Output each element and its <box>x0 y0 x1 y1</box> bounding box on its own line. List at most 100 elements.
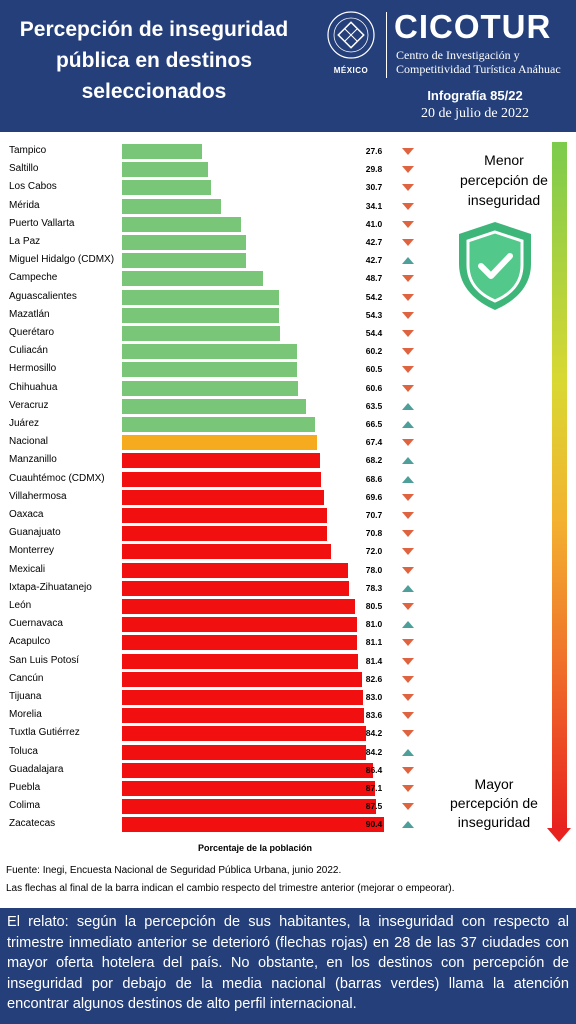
title-line-1: Percepción de inseguridad <box>19 18 289 41</box>
data-label: 48.7 <box>365 273 383 284</box>
data-label: 54.4 <box>365 328 383 338</box>
bar <box>122 380 298 396</box>
data-label: 29.8 <box>365 164 383 175</box>
trend-up-arrow-icon <box>402 475 414 483</box>
data-label: 72.0 <box>365 546 383 557</box>
bar <box>122 580 350 596</box>
category-label: Tuxtla Gutiérrez <box>9 727 80 739</box>
title-line-3: seleccionados <box>81 80 227 103</box>
bar <box>122 144 203 159</box>
trend-up-arrow-icon <box>402 621 414 629</box>
infografia-number: Infografía 85/22 <box>427 88 523 103</box>
data-label: 34.1 <box>365 200 383 211</box>
high-perception-label: Mayor percepción de inseguridad <box>434 775 554 832</box>
data-label: 84.2 <box>365 746 383 757</box>
category-label: Querétaro <box>9 327 55 338</box>
category-label: Chihuahua <box>9 381 58 393</box>
country-label: MÉXICO <box>333 66 369 75</box>
low-label-line-1: Menor <box>484 152 524 168</box>
bar <box>122 762 373 778</box>
data-label: 78.0 <box>365 564 383 575</box>
category-label: León <box>9 600 32 611</box>
data-label: 90.4 <box>365 819 383 830</box>
trend-up-arrow-icon <box>402 421 414 428</box>
bar <box>122 635 358 651</box>
data-label: 27.6 <box>365 146 383 156</box>
trend-down-arrow-icon <box>402 712 414 720</box>
trend-down-arrow-icon <box>402 694 414 701</box>
bar <box>122 271 264 287</box>
data-label: 81.0 <box>365 619 383 630</box>
trend-down-arrow-icon <box>402 184 414 192</box>
low-perception-label: Menor percepción de inseguridad <box>444 150 564 210</box>
trend-down-arrow-icon <box>402 785 414 792</box>
trend-down-arrow-icon <box>402 439 414 447</box>
category-label: Guanajuato <box>9 527 61 539</box>
low-label-line-2: percepción de <box>460 172 548 188</box>
trend-down-arrow-icon <box>402 311 414 319</box>
category-label: Mazatlán <box>9 308 50 320</box>
category-label: Veracruz <box>9 399 49 411</box>
category-label: La Paz <box>9 236 41 247</box>
trend-down-arrow-icon <box>402 493 414 501</box>
trend-down-arrow-icon <box>402 384 414 392</box>
category-label: Manzanillo <box>9 454 57 466</box>
publication-date: 20 de julio de 2022 <box>420 106 530 121</box>
category-label: Toluca <box>9 745 38 757</box>
data-label: 54.2 <box>365 291 383 302</box>
category-label: Morelia <box>9 709 42 721</box>
category-label: Nacional <box>9 436 48 448</box>
header-divider <box>386 12 387 78</box>
header-banner: Percepción de inseguridad pública en des… <box>0 0 576 132</box>
perception-gradient-scale <box>552 142 567 828</box>
bar <box>122 653 359 669</box>
trend-down-arrow-icon <box>402 657 414 665</box>
data-label: 66.5 <box>365 419 383 429</box>
brand-subtitle-2: Competitividad Turística Anáhuac <box>396 62 561 76</box>
bar <box>122 344 297 360</box>
bar <box>122 617 357 633</box>
category-label: Juárez <box>9 418 40 429</box>
data-label: 41.0 <box>365 218 383 229</box>
data-label: 68.2 <box>365 455 383 466</box>
bar <box>122 708 365 724</box>
trend-down-arrow-icon <box>402 639 414 647</box>
narrative-text: El relato: según la percepción de sus ha… <box>7 914 569 1013</box>
data-label: 70.7 <box>365 510 383 520</box>
data-label: 70.8 <box>365 528 383 539</box>
bar <box>122 180 212 196</box>
bar <box>122 289 280 305</box>
trend-down-arrow-icon <box>402 348 414 356</box>
high-label-line-1: Mayor <box>474 776 514 792</box>
data-label: 60.5 <box>365 364 383 375</box>
trend-down-arrow-icon <box>402 603 414 610</box>
bar <box>122 489 324 505</box>
category-label: Campeche <box>9 272 58 284</box>
data-label: 69.6 <box>365 491 383 502</box>
bar <box>122 799 376 815</box>
trend-down-arrow-icon <box>402 548 414 556</box>
trend-down-arrow-icon <box>402 566 414 574</box>
trend-down-arrow-icon <box>402 166 414 174</box>
bar <box>122 544 331 560</box>
category-label: Mexicali <box>9 563 46 575</box>
trend-down-arrow-icon <box>402 239 414 246</box>
trend-down-arrow-icon <box>402 330 414 337</box>
high-label-line-3: inseguridad <box>457 814 531 830</box>
category-label: Zacatecas <box>9 818 56 830</box>
trend-down-arrow-icon <box>402 275 414 283</box>
trend-down-arrow-icon <box>402 366 414 374</box>
bar <box>122 417 315 432</box>
data-label: 60.6 <box>365 382 383 393</box>
bar <box>122 508 328 523</box>
title-line-2: pública en destinos <box>55 49 253 72</box>
arrow-legend-note: Las flechas al final de la barra indican… <box>6 883 455 894</box>
bar <box>122 744 367 760</box>
trend-down-arrow-icon <box>402 220 414 228</box>
data-label: 87.5 <box>365 801 383 812</box>
category-label: Miguel Hidalgo (CDMX) <box>9 254 115 266</box>
data-label: 80.5 <box>365 601 383 611</box>
category-label: Ixtapa-Zihuatanejo <box>9 581 92 593</box>
category-label: Colima <box>9 800 41 812</box>
data-label: 68.6 <box>365 473 383 484</box>
